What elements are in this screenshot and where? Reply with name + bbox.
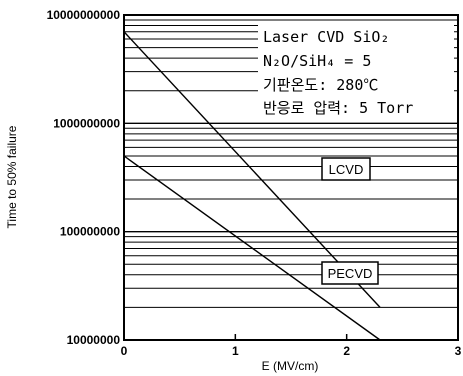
pecvd-tag-box (321, 261, 379, 285)
x-tick-label: 3 (455, 344, 462, 358)
x-tick-label: 1 (232, 344, 239, 358)
x-tick-label: 2 (343, 344, 350, 358)
annotation-box: Laser CVD SiO₂ N₂O/SiH₄ = 5 기판온도: 280℃ 반… (258, 22, 454, 120)
y-tick-label: 1000000000 (53, 116, 120, 130)
lcvd-tag-label: LCVD (329, 162, 364, 177)
y-axis-label: Time to 50% failure (5, 125, 19, 228)
plot-frame (123, 14, 459, 341)
x-axis-label: E (MV/cm) (262, 359, 319, 373)
pecvd-tag: PECVD (321, 261, 379, 285)
y-tick-label: 100000000 (60, 225, 120, 239)
annotation-line-3: 기판온도: 280℃ (263, 76, 378, 94)
y-tick-label: 10000000000 (47, 8, 121, 22)
lcvd-tag: LCVD (321, 157, 371, 181)
series-line-pecvd (123, 155, 381, 341)
y-tick-label: 10000000 (67, 333, 121, 347)
annotation-line-4: 반응로 압력: 5 Torr (263, 99, 413, 117)
pecvd-tag-label: PECVD (328, 266, 373, 281)
annotation-line-1: Laser CVD SiO₂ (263, 28, 389, 46)
annotation-line-2: N₂O/SiH₄ = 5 (263, 52, 371, 70)
x-tick-label: 0 (121, 344, 128, 358)
tick-layer: 10000000 100000000 1000000000 10000000000 0 1… (47, 8, 462, 358)
lcvd-tag-box (321, 157, 371, 181)
annotation-background (258, 22, 454, 120)
